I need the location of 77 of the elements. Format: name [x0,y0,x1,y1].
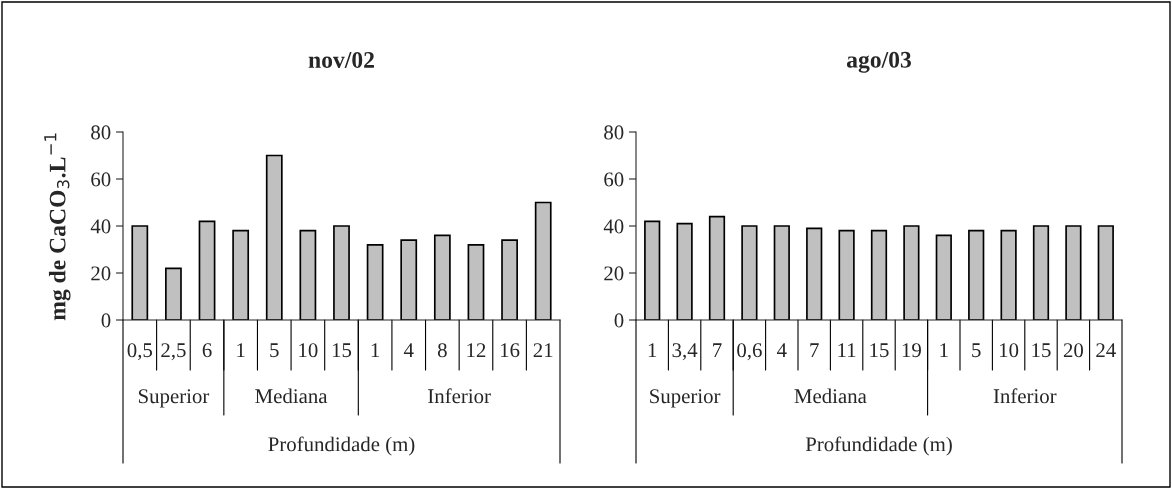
x-tick-label: 3,4 [672,343,698,361]
chart-title: nov/02 [308,51,374,68]
x-tick-label: 20 [1063,343,1084,358]
bar [366,243,384,320]
bar [741,225,758,320]
bar [333,225,350,320]
x-tick-label: 21 [533,343,553,358]
bar [708,215,726,320]
bar [676,222,693,320]
bar [1032,225,1050,320]
y-tick-label: 80 [91,125,111,140]
x-tick-label: 4 [777,343,787,358]
x-tick-label: 5 [270,343,279,358]
x-tick-label: 15 [332,343,352,358]
bar [467,243,485,320]
bar [232,229,250,320]
bar [433,234,451,320]
bar [299,229,317,320]
bar [903,225,920,320]
bar [870,229,888,320]
bar [773,225,790,320]
bar [265,154,283,320]
bar [935,234,952,320]
x-tick-label: 15 [1032,343,1051,358]
bar [806,227,823,320]
y-axis-title: mg de CaCO$_{3}$.L$^{−1}$ [44,133,71,321]
x-axis-title: Profundidade (m) [805,436,952,456]
chart-title: ago/03 [846,51,911,73]
x-tick-label: 1 [940,343,948,358]
x-tick-label: 24 [1096,343,1116,358]
x-tick-label: 8 [437,343,447,358]
x-tick-label: 4 [403,343,414,358]
bar [1097,225,1114,320]
x-tick-label: 19 [902,343,921,358]
x-tick-label: 10 [299,343,318,358]
x-tick-label: 1 [237,343,245,358]
y-tick-label: 40 [603,219,624,234]
x-axis-title: Profundidade (m) [268,436,415,456]
x-tick-label: 15 [870,343,889,358]
x-tick-label: 5 [972,343,981,358]
text: Inferior [993,388,1057,404]
y-tick-label: 60 [604,172,624,187]
bar [198,220,216,320]
bar [1000,229,1017,320]
text: Superior [650,389,721,408]
x-tick-label: 0,5 [127,343,153,361]
y-tick-label: 0 [614,313,624,328]
bar [968,229,985,320]
x-tick-label: 2,5 [161,343,186,361]
bar [131,225,149,320]
x-tick-label: 12 [467,343,486,358]
y-tick-label: 20 [91,266,111,281]
bar [165,267,182,320]
text: Inferior [428,388,491,404]
x-tick-label: 1 [648,343,657,358]
y-tick-label: 60 [91,172,111,187]
y-tick-label: 0 [101,313,111,328]
text: Superior [138,389,210,408]
x-tick-label: 11 [838,343,856,358]
x-tick-label: 7 [810,343,819,358]
bar [501,239,518,320]
bar [534,201,552,320]
x-tick-label: 10 [1000,343,1019,358]
text: Mediana [255,388,328,404]
bar [400,239,418,320]
bar [1065,225,1082,320]
x-tick-label: 0,6 [737,343,762,361]
bar [644,220,661,320]
y-tick-label: 80 [604,125,624,140]
x-tick-label: 7 [713,343,722,358]
text: Mediana [794,388,867,404]
y-tick-label: 20 [604,266,624,281]
bar [838,229,855,320]
x-tick-label: 1 [371,343,380,358]
x-tick-label: 6 [202,343,212,358]
x-tick-label: 16 [500,343,520,358]
y-tick-label: 40 [90,219,111,234]
